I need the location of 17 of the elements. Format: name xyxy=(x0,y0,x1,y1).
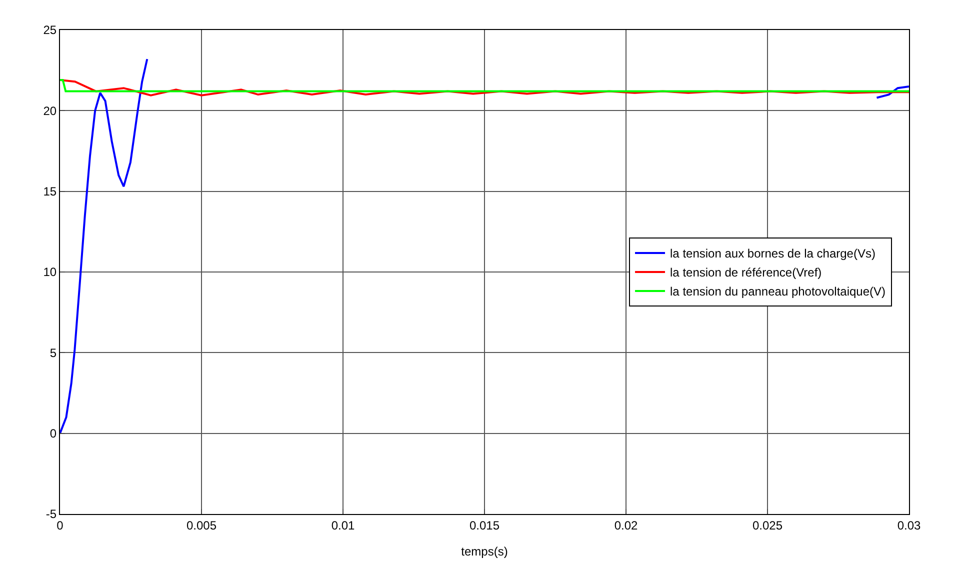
y-tick-label: 5 xyxy=(50,346,57,360)
legend-label: la tension du panneau photovoltaique(V) xyxy=(670,284,886,299)
legend-label: la tension aux bornes de la charge(Vs) xyxy=(670,246,876,261)
x-tick-label: 0.005 xyxy=(186,518,217,532)
y-tick-label: 20 xyxy=(43,104,57,118)
x-tick-label: 0.015 xyxy=(469,518,500,532)
y-tick-label: -5 xyxy=(46,507,57,522)
y-tick-label: 25 xyxy=(43,23,57,38)
y-tick-label: 10 xyxy=(43,265,57,280)
x-tick-label: 0.02 xyxy=(614,518,638,532)
x-tick-label: 0.01 xyxy=(331,518,355,532)
x-axis-title: temps(s) xyxy=(461,544,508,558)
y-tick-label: 15 xyxy=(43,184,57,199)
y-tick-label: 0 xyxy=(50,426,57,441)
legend-label: la tension de référence(Vref) xyxy=(670,266,822,280)
x-tick-label: 0.03 xyxy=(897,518,921,532)
x-tick-label: 0.025 xyxy=(752,518,783,532)
